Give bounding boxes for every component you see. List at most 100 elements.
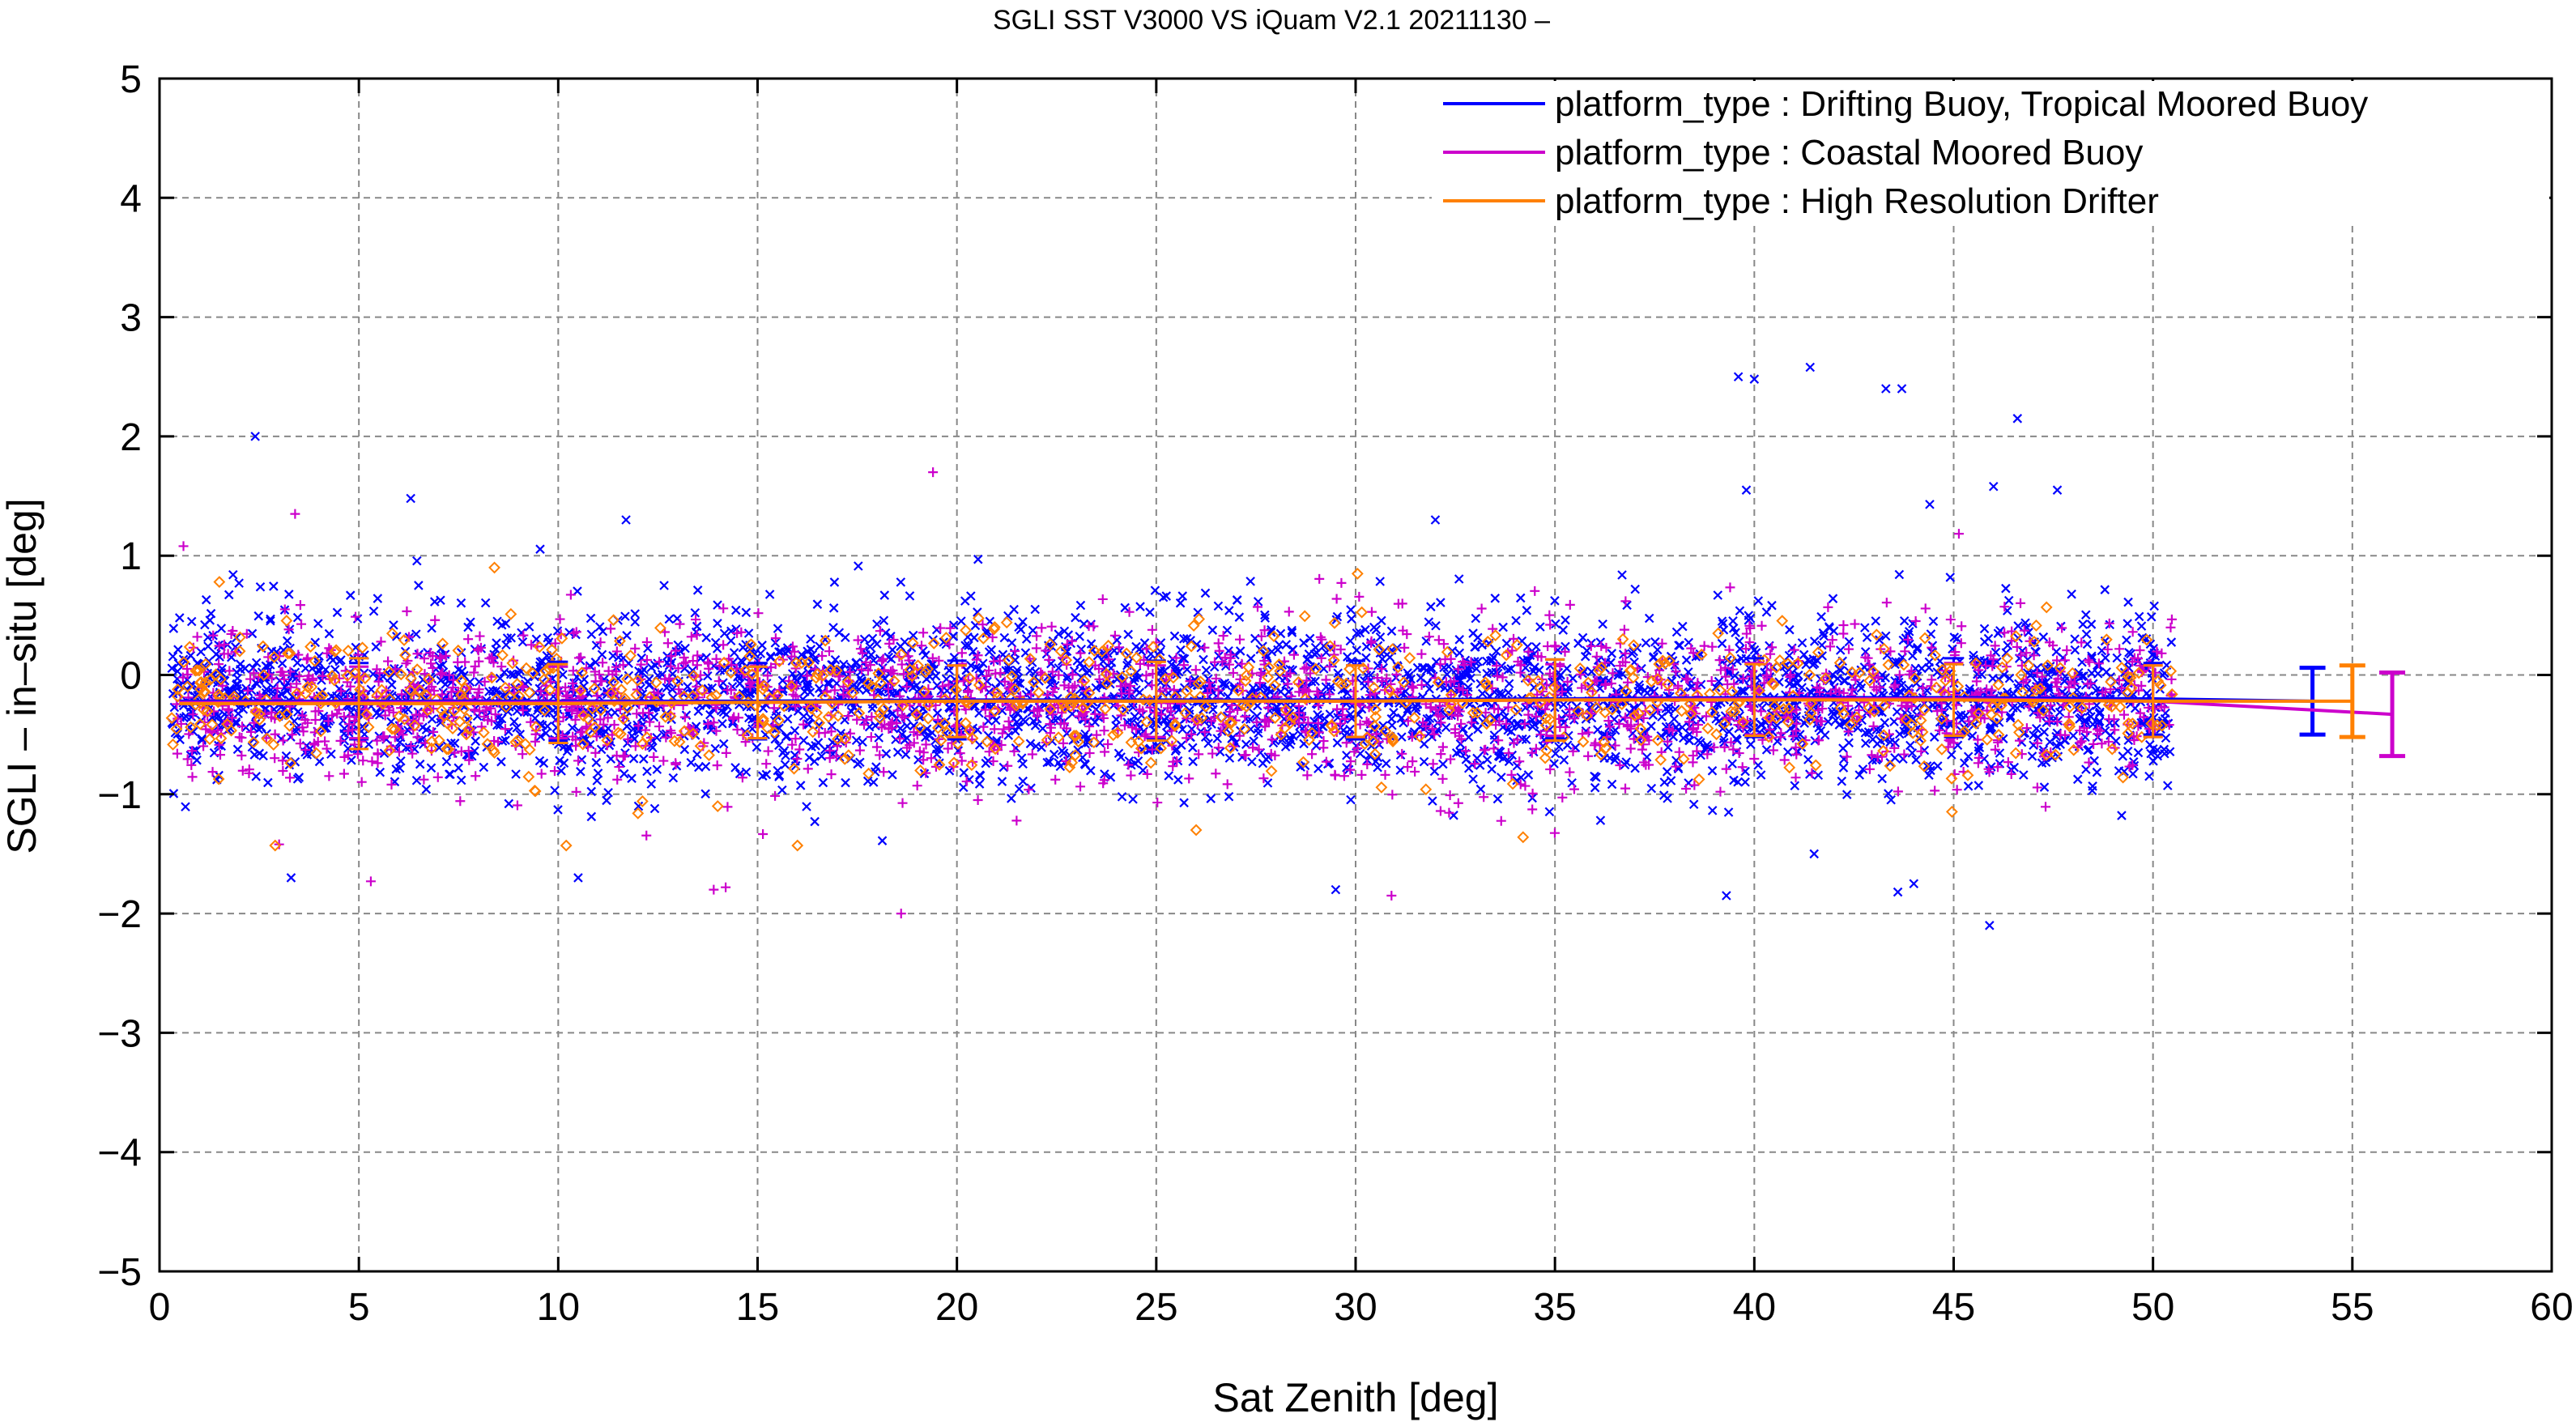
data-point	[1408, 683, 1419, 693]
data-point	[1850, 619, 1860, 629]
data-point	[2111, 736, 2121, 746]
data-point	[1932, 667, 1942, 677]
data-point	[1573, 638, 1583, 649]
data-point	[1765, 649, 1776, 659]
data-point	[301, 654, 312, 665]
data-point	[877, 836, 888, 845]
data-point	[436, 669, 446, 679]
data-point	[1435, 681, 1446, 692]
data-point	[866, 732, 876, 743]
data-point	[456, 598, 466, 608]
data-point	[1049, 749, 1059, 760]
data-point	[2029, 730, 2038, 740]
data-point	[643, 643, 653, 654]
data-point	[192, 632, 202, 642]
data-point	[1441, 722, 1451, 733]
data-point	[1249, 736, 1258, 746]
data-point	[403, 726, 413, 735]
data-point	[2092, 700, 2101, 710]
data-point	[1100, 769, 1109, 779]
data-point	[1218, 631, 1228, 641]
data-point	[1436, 598, 1446, 607]
data-point	[543, 721, 552, 731]
data-point	[719, 628, 730, 638]
data-point	[1671, 756, 1681, 765]
data-point	[1427, 723, 1437, 734]
data-point	[806, 645, 816, 654]
data-point	[1429, 729, 1440, 739]
data-point	[1656, 730, 1667, 741]
data-point	[1515, 667, 1526, 678]
data-point	[403, 705, 413, 714]
data-point	[1263, 702, 1274, 713]
data-point	[342, 677, 352, 688]
data-point	[1580, 651, 1590, 662]
data-point	[185, 650, 196, 661]
data-point	[1073, 745, 1083, 756]
data-point	[168, 651, 178, 662]
data-point	[1526, 747, 1537, 758]
data-point	[1924, 770, 1934, 780]
data-point	[1169, 631, 1180, 641]
data-point	[1663, 743, 1673, 752]
data-point	[608, 651, 618, 661]
data-point	[1222, 625, 1233, 636]
data-point	[1141, 671, 1152, 681]
data-point	[2012, 414, 2023, 424]
data-point	[1438, 759, 1448, 769]
data-point	[1514, 756, 1525, 767]
data-point	[1816, 611, 1826, 622]
data-point	[260, 709, 270, 719]
data-point	[1431, 705, 1441, 715]
data-point	[1105, 679, 1115, 689]
data-point	[2165, 622, 2176, 632]
data-point	[1586, 666, 1597, 677]
data-point	[983, 756, 993, 766]
data-point	[675, 619, 685, 629]
data-point	[1990, 744, 2000, 755]
data-point	[781, 732, 791, 742]
data-point	[959, 768, 969, 777]
data-point	[415, 759, 425, 769]
data-point	[703, 671, 713, 681]
data-point	[1679, 733, 1688, 743]
data-point	[1918, 683, 1928, 693]
data-point	[1728, 624, 1739, 633]
data-point	[1437, 742, 1448, 752]
data-point	[1075, 632, 1084, 641]
data-point	[469, 667, 479, 678]
data-point	[2027, 751, 2037, 761]
data-point	[1583, 751, 1594, 761]
data-point	[402, 606, 412, 616]
data-point	[243, 685, 253, 696]
data-point	[332, 607, 343, 618]
data-point	[1714, 676, 1724, 687]
data-point	[692, 660, 702, 671]
data-point	[449, 739, 460, 748]
data-point	[2086, 712, 2096, 722]
data-point	[730, 763, 740, 773]
data-point	[383, 656, 394, 666]
data-point	[2037, 671, 2047, 682]
data-point	[1471, 613, 1481, 624]
data-point	[1203, 677, 1214, 688]
data-point	[1162, 721, 1173, 730]
data-point	[282, 636, 292, 646]
data-point	[231, 717, 241, 727]
data-point	[1928, 700, 1938, 710]
data-point	[387, 679, 397, 690]
data-point	[1482, 755, 1492, 764]
data-point	[843, 711, 854, 722]
data-point	[1336, 577, 1347, 588]
data-point	[1155, 646, 1165, 657]
data-point	[186, 616, 197, 627]
data-point	[453, 763, 463, 773]
data-point	[661, 732, 671, 743]
data-point	[263, 777, 273, 788]
data-point	[845, 666, 855, 677]
data-point	[2133, 685, 2144, 696]
data-point	[974, 664, 984, 674]
data-point	[790, 734, 801, 744]
data-point	[795, 781, 806, 790]
data-point	[1099, 726, 1109, 736]
